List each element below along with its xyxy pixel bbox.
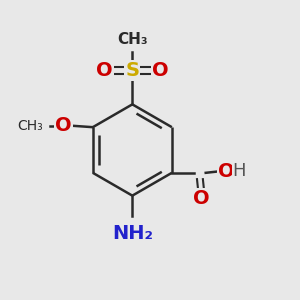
Text: O: O <box>55 116 72 135</box>
Text: CH₃: CH₃ <box>17 119 43 133</box>
Text: S: S <box>125 61 139 80</box>
Text: O: O <box>218 162 235 181</box>
Text: NH₂: NH₂ <box>112 224 153 243</box>
Text: O: O <box>193 189 210 208</box>
Text: CH₃: CH₃ <box>117 32 148 47</box>
Text: O: O <box>152 61 169 80</box>
Text: O: O <box>96 61 113 80</box>
Text: H: H <box>232 162 245 180</box>
